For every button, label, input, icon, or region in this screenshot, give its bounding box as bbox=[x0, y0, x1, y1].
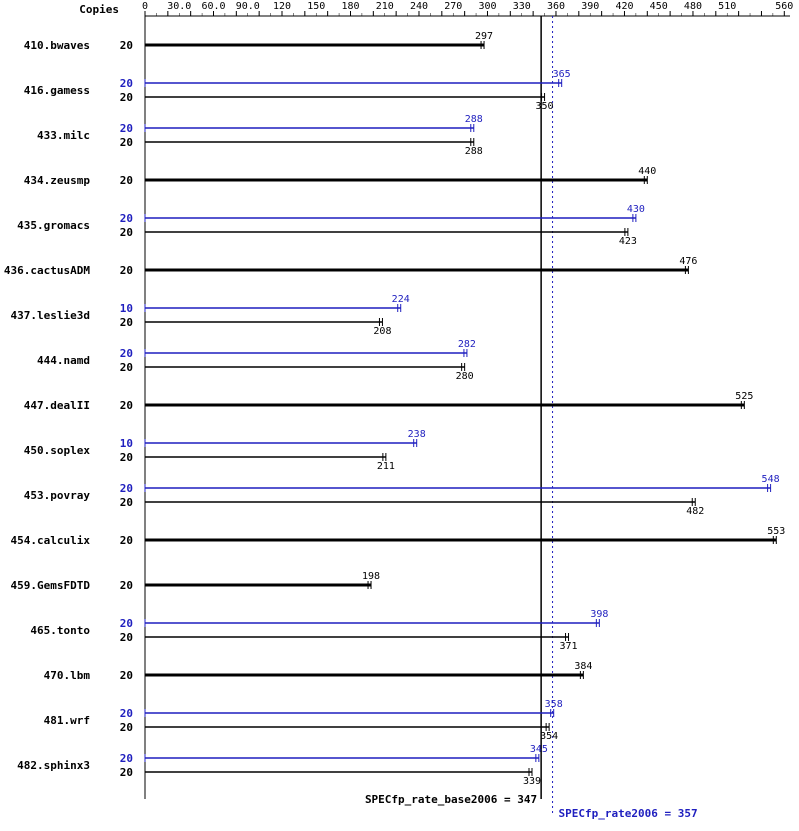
copies-peak: 10 bbox=[120, 437, 133, 450]
copies-base: 20 bbox=[120, 766, 133, 779]
copies-base: 20 bbox=[120, 136, 133, 149]
bar-base-value: 350 bbox=[536, 101, 554, 112]
copies-base: 20 bbox=[120, 361, 133, 374]
bar-peak-value: 430 bbox=[627, 204, 645, 215]
copies-peak: 10 bbox=[120, 302, 133, 315]
benchmark-label: 444.namd bbox=[37, 354, 90, 367]
bar-peak-value: 345 bbox=[530, 744, 548, 755]
benchmark-label: 436.cactusADM bbox=[4, 264, 90, 277]
axis-tick-label: 300 bbox=[478, 1, 496, 12]
axis-tick-label: 60.0 bbox=[201, 1, 225, 12]
bar-peak-value: 238 bbox=[408, 429, 426, 440]
bar-peak-value: 224 bbox=[392, 294, 410, 305]
axis-tick-label: 0 bbox=[142, 1, 148, 12]
copies-base: 20 bbox=[120, 669, 133, 682]
bar-base-value: 280 bbox=[456, 371, 474, 382]
copies-base: 20 bbox=[120, 399, 133, 412]
copies-peak: 20 bbox=[120, 752, 133, 765]
axis-tick-label: 150 bbox=[307, 1, 325, 12]
axis-tick-label: 390 bbox=[581, 1, 599, 12]
bar-base-value: 288 bbox=[465, 146, 483, 157]
bar-base-value: 384 bbox=[574, 661, 592, 672]
bar-peak-value: 398 bbox=[590, 609, 608, 620]
copies-peak: 20 bbox=[120, 707, 133, 720]
benchmark-label: 434.zeusmp bbox=[24, 174, 91, 187]
bar-peak-value: 548 bbox=[762, 474, 780, 485]
benchmark-label: 482.sphinx3 bbox=[17, 759, 90, 772]
bar-base-value: 211 bbox=[377, 461, 395, 472]
bar-base-value: 339 bbox=[523, 776, 541, 787]
axis-tick-label: 30.0 bbox=[167, 1, 191, 12]
benchmark-label: 459.GemsFDTD bbox=[11, 579, 91, 592]
axis-tick-label: 330 bbox=[513, 1, 531, 12]
benchmark-label: 433.milc bbox=[37, 129, 90, 142]
bar-base-value: 525 bbox=[735, 391, 753, 402]
copies-peak: 20 bbox=[120, 77, 133, 90]
axis-tick-label: 240 bbox=[410, 1, 428, 12]
copies-base: 20 bbox=[120, 264, 133, 277]
benchmark-label: 470.lbm bbox=[44, 669, 91, 682]
copies-base: 20 bbox=[120, 39, 133, 52]
copies-base: 20 bbox=[120, 496, 133, 509]
bar-base-value: 208 bbox=[373, 326, 391, 337]
copies-base: 20 bbox=[120, 226, 133, 239]
benchmark-label: 453.povray bbox=[24, 489, 91, 502]
bar-base-value: 297 bbox=[475, 31, 493, 42]
copies-peak: 20 bbox=[120, 122, 133, 135]
axis-tick-label: 560 bbox=[775, 1, 793, 12]
bar-peak-value: 358 bbox=[545, 699, 563, 710]
bar-base-value: 198 bbox=[362, 571, 380, 582]
bar-base-value: 553 bbox=[767, 526, 785, 537]
copies-base: 20 bbox=[120, 579, 133, 592]
axis-tick-label: 180 bbox=[341, 1, 359, 12]
bar-base-value: 482 bbox=[686, 506, 704, 517]
copies-base: 20 bbox=[120, 631, 133, 644]
copies-base: 20 bbox=[120, 174, 133, 187]
benchmark-label: 435.gromacs bbox=[17, 219, 90, 232]
bar-base-value: 476 bbox=[679, 256, 697, 267]
benchmark-label: 450.soplex bbox=[24, 444, 91, 457]
benchmark-label: 410.bwaves bbox=[24, 39, 90, 52]
spec-benchmark-chart: 0 30.0 60.0 90.0 120 150 180 210 240 270 300 330 360… bbox=[0, 0, 799, 831]
benchmark-label: 447.dealII bbox=[24, 399, 90, 412]
copies-peak: 20 bbox=[120, 212, 133, 225]
copies-base: 20 bbox=[120, 91, 133, 104]
benchmark-label: 465.tonto bbox=[30, 624, 90, 637]
chart-svg: 0 30.0 60.0 90.0 120 150 180 210 240 270 300 330 360… bbox=[0, 0, 799, 831]
axis-tick-label: 450 bbox=[650, 1, 668, 12]
copies-peak: 20 bbox=[120, 617, 133, 630]
axis-tick-label: 360 bbox=[547, 1, 565, 12]
benchmark-label: 454.calculix bbox=[11, 534, 91, 547]
copies-peak: 20 bbox=[120, 482, 133, 495]
benchmark-label: 481.wrf bbox=[44, 714, 90, 727]
copies-base: 20 bbox=[120, 451, 133, 464]
copies-base: 20 bbox=[120, 721, 133, 734]
copies-header: Copies bbox=[79, 3, 119, 16]
benchmark-label: 437.leslie3d bbox=[11, 309, 90, 322]
axis-tick-label: 90.0 bbox=[236, 1, 260, 12]
copies-base: 20 bbox=[120, 316, 133, 329]
bar-peak-value: 282 bbox=[458, 339, 476, 350]
ref-peak-label: SPECfp_rate2006 = 357 bbox=[559, 807, 698, 820]
bar-peak-value: 288 bbox=[465, 114, 483, 125]
axis-tick-label: 270 bbox=[444, 1, 462, 12]
copies-peak: 20 bbox=[120, 347, 133, 360]
axis-tick-label: 420 bbox=[615, 1, 633, 12]
axis-tick-label: 480 bbox=[684, 1, 702, 12]
copies-base: 20 bbox=[120, 534, 133, 547]
axis-tick-label: 510 bbox=[718, 1, 736, 12]
bar-peak-value: 365 bbox=[553, 69, 571, 80]
axis-tick-label: 120 bbox=[273, 1, 291, 12]
benchmark-label: 416.gamess bbox=[24, 84, 90, 97]
bar-base-value: 440 bbox=[638, 166, 656, 177]
ref-base-label: SPECfp_rate_base2006 = 347 bbox=[365, 793, 537, 806]
bar-base-value: 354 bbox=[540, 731, 558, 742]
bar-base-value: 423 bbox=[619, 236, 637, 247]
axis-tick-label: 210 bbox=[376, 1, 394, 12]
bar-base-value: 371 bbox=[559, 641, 577, 652]
